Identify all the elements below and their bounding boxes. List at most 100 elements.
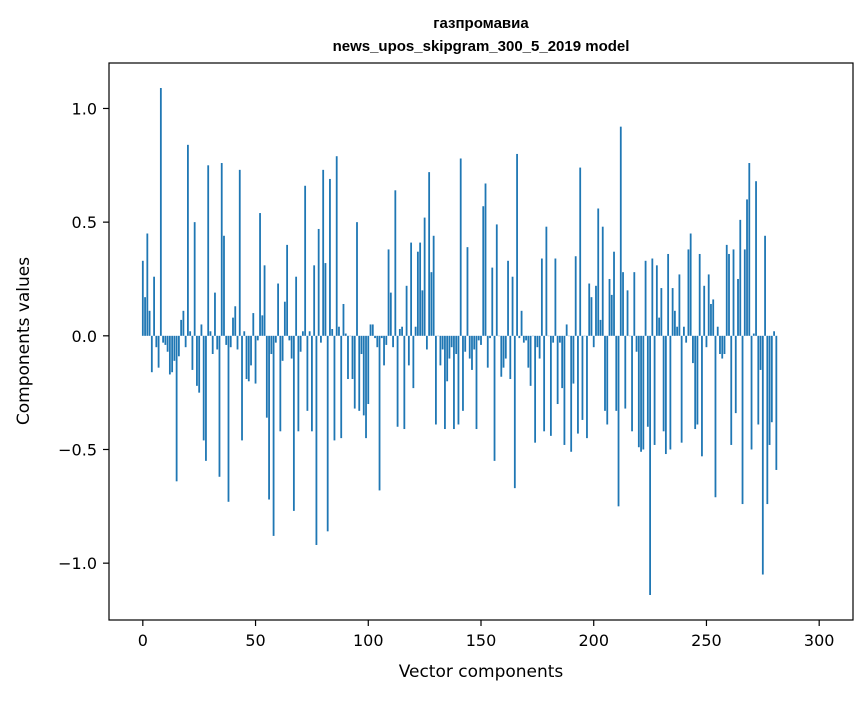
bar-164: [512, 277, 514, 336]
bar-23: [194, 222, 196, 336]
bar-51: [257, 336, 259, 341]
chart-title-line-1: газпромавиа: [433, 15, 529, 32]
bar-152: [485, 183, 487, 335]
bar-3: [149, 311, 151, 336]
x-tick-label-5: 250: [691, 631, 722, 650]
bar-172: [530, 336, 532, 386]
bar-55: [266, 336, 268, 418]
bar-242: [688, 249, 690, 335]
bar-59: [275, 336, 277, 343]
bar-25: [198, 336, 200, 393]
bar-281: [775, 336, 777, 470]
bar-5: [153, 277, 155, 336]
bar-56: [268, 336, 270, 500]
bar-241: [685, 336, 687, 343]
y-tick-label-1: −0.5: [58, 440, 97, 459]
bar-115: [401, 327, 403, 336]
bar-105: [379, 336, 381, 491]
bar-219: [636, 336, 638, 352]
bar-165: [514, 336, 516, 488]
bar-167: [518, 336, 520, 338]
bar-53: [261, 315, 263, 335]
bar-261: [730, 336, 732, 445]
bar-157: [496, 224, 498, 335]
bar-62: [282, 336, 284, 361]
bar-111: [392, 336, 394, 347]
bar-230: [660, 288, 662, 336]
bar-137: [451, 336, 453, 347]
bar-17: [180, 320, 182, 336]
bar-221: [640, 336, 642, 452]
bar-91: [347, 336, 349, 379]
bar-203: [600, 320, 602, 336]
bar-200: [593, 336, 595, 347]
bar-280: [773, 331, 775, 336]
bar-240: [683, 327, 685, 336]
bar-138: [453, 336, 455, 429]
bar-185: [559, 336, 561, 343]
bar-155: [491, 268, 493, 336]
bar-227: [654, 336, 656, 445]
bar-8: [160, 88, 162, 336]
bar-121: [415, 327, 417, 336]
bar-181: [550, 336, 552, 436]
bar-1: [144, 297, 146, 336]
bar-170: [525, 336, 527, 341]
bar-88: [340, 336, 342, 438]
bar-113: [397, 336, 399, 427]
bar-163: [509, 336, 511, 379]
bar-54: [264, 265, 266, 335]
bar-268: [746, 199, 748, 335]
bar-98: [363, 336, 365, 416]
bar-77: [316, 336, 318, 545]
bar-234: [669, 336, 671, 450]
bar-199: [591, 297, 593, 336]
x-tick-label-0: 0: [138, 631, 148, 650]
y-tick-label-4: 1.0: [72, 99, 97, 118]
bar-103: [374, 336, 376, 338]
bar-72: [304, 186, 306, 336]
bar-60: [277, 284, 279, 336]
bar-126: [426, 336, 428, 350]
bar-218: [633, 272, 635, 336]
bar-236: [674, 311, 676, 336]
bar-266: [742, 336, 744, 504]
bar-78: [318, 229, 320, 336]
bar-86: [336, 156, 338, 336]
bar-0: [142, 261, 144, 336]
bar-159: [500, 336, 502, 377]
bar-81: [325, 263, 327, 336]
bar-83: [329, 179, 331, 336]
bar-18: [183, 311, 185, 336]
bar-37: [225, 336, 227, 345]
chart-title-line-2: news_upos_skipgram_300_5_2019 model: [333, 38, 630, 55]
bar-63: [284, 302, 286, 336]
bar-70: [300, 336, 302, 352]
bar-260: [728, 254, 730, 336]
bar-28: [205, 336, 207, 461]
bar-186: [561, 336, 563, 388]
bar-254: [715, 336, 717, 497]
bar-232: [665, 336, 667, 454]
bar-210: [615, 336, 617, 411]
bar-148: [476, 336, 478, 429]
bar-226: [651, 259, 653, 336]
bar-235: [672, 288, 674, 336]
bar-146: [471, 336, 473, 370]
bar-10: [164, 336, 166, 345]
bar-133: [442, 336, 444, 350]
bar-2: [146, 234, 148, 336]
bar-104: [376, 336, 378, 347]
bar-15: [176, 336, 178, 482]
bar-277: [766, 336, 768, 504]
bar-263: [735, 336, 737, 413]
bar-233: [667, 254, 669, 336]
y-tick-label-3: 0.5: [72, 213, 97, 232]
bar-140: [458, 336, 460, 425]
bar-132: [440, 336, 442, 366]
bar-246: [697, 336, 699, 425]
bar-162: [507, 261, 509, 336]
bar-16: [178, 336, 180, 356]
bar-134: [444, 336, 446, 429]
bar-244: [692, 336, 694, 363]
